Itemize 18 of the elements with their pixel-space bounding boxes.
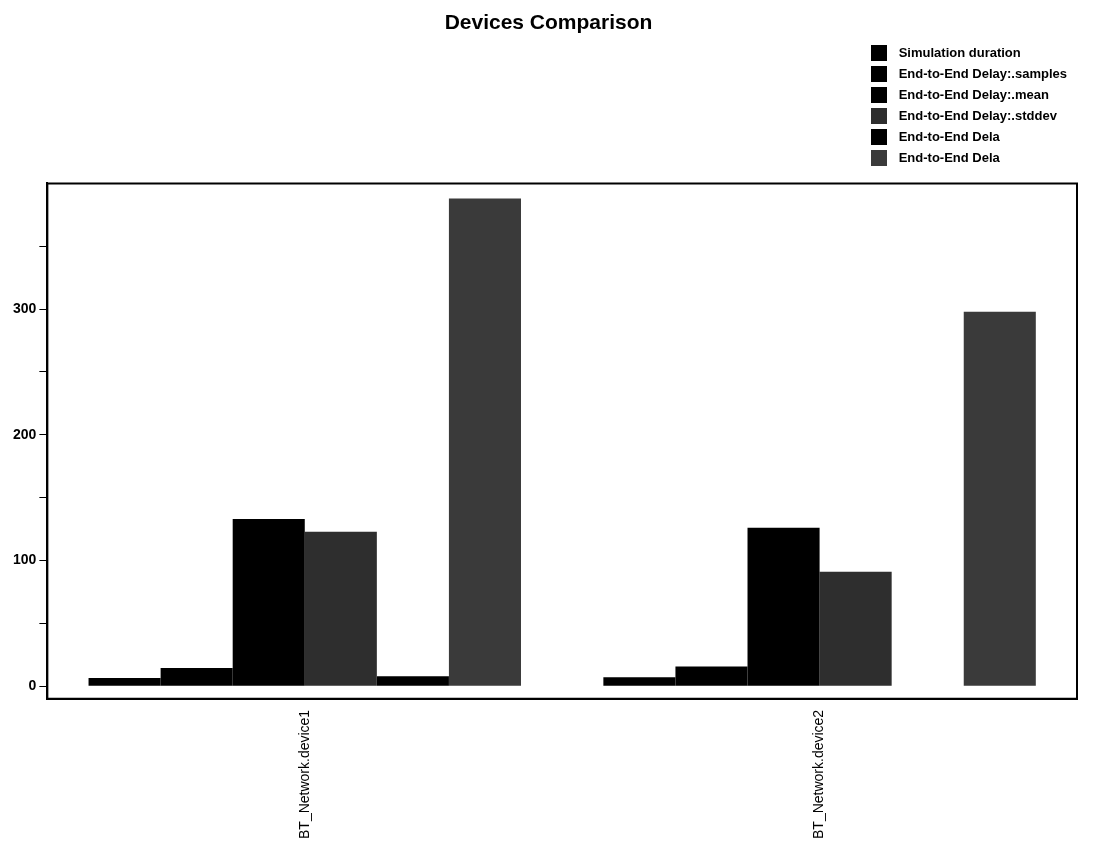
legend-label: Simulation duration bbox=[898, 45, 1021, 60]
bar bbox=[448, 198, 521, 686]
x-tick-label: BT_Network.device2 bbox=[810, 709, 827, 840]
legend-label: End-to-End Delay:.samples bbox=[898, 66, 1067, 81]
legend-label: End-to-End Dela bbox=[898, 129, 1000, 144]
y-tick-label: 200 bbox=[13, 425, 37, 442]
y-tick-label: 300 bbox=[13, 299, 37, 316]
bar bbox=[819, 571, 892, 686]
legend-label: End-to-End Delay:.mean bbox=[898, 87, 1049, 102]
bar bbox=[376, 676, 449, 686]
y-tick-label: 0 bbox=[28, 677, 37, 694]
legend-label: End-to-End Delay:.stddev bbox=[898, 108, 1057, 123]
y-tick-label: 100 bbox=[13, 551, 37, 568]
chart-title: Devices Comparison bbox=[443, 9, 654, 35]
x-tick-label: BT_Network.device1 bbox=[295, 709, 312, 840]
bar bbox=[963, 311, 1036, 686]
bar bbox=[304, 531, 377, 686]
legend-label: End-to-End Dela bbox=[898, 150, 1000, 165]
